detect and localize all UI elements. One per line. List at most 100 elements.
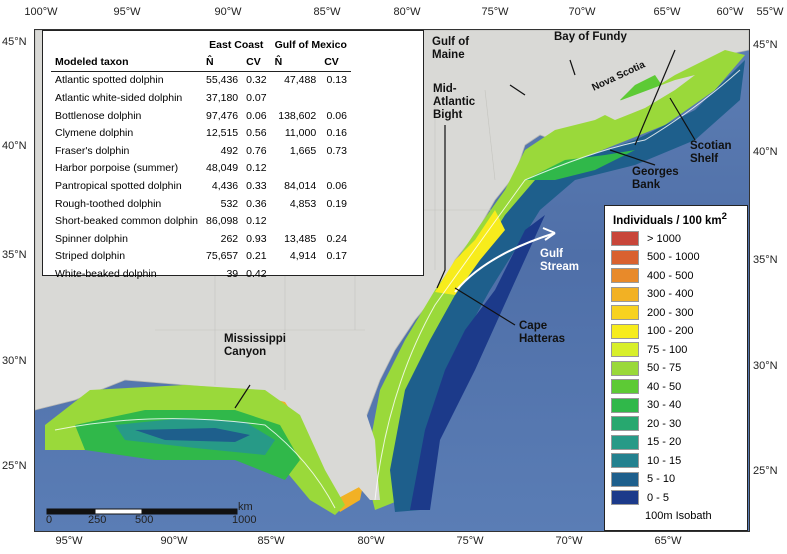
table-row: Striped dolphin 75,657 0.21 4,914 0.17 [51,248,351,266]
scale-tick: 1000 [232,514,257,526]
legend-label: 20 - 30 [647,417,682,430]
cell-taxon: Spinner dolphin [55,232,128,245]
cell-gm_cv: 0.24 [326,232,347,245]
legend-item: 500 - 1000 [611,249,700,265]
tick-bottom-6: 65°W [654,535,682,547]
cell-ec_n: 12,515 [206,127,239,140]
legend-item: 400 - 500 [611,268,693,283]
table-row: Harbor porpoise (summer) 48,049 0.12 [51,160,351,178]
label-gulf-stream: Gulf Stream [540,248,579,273]
legend-label: 0 - 5 [647,491,670,504]
header-gulf-of-mexico: Gulf of Mexico [274,39,347,51]
tick-left-4: 25°N [2,460,27,472]
cell-ec_n: 262 [220,232,239,245]
legend-swatch [611,286,639,302]
legend-item: 5 - 10 [611,471,675,487]
cell-taxon: Striped dolphin [55,250,126,263]
cell-ec_n: 492 [220,144,239,157]
tick-top-7: 65°W [653,6,681,18]
label-mid-atlantic-bight: Mid- Atlantic Bight [433,83,476,121]
cell-ec_n: 532 [220,197,239,210]
legend-item: 75 - 100 [611,342,687,357]
cell-gm_n: 138,602 [278,109,317,122]
tick-bottom-1: 90°W [160,535,188,547]
cell-ec_cv: 0.21 [246,250,267,263]
cell-ec_n: 48,049 [206,162,239,175]
cell-ec_n: 75,657 [206,250,239,263]
cell-gm_n [271,212,321,230]
label-mississippi-canyon: Mississippi Canyon [224,333,286,358]
legend-swatch [611,471,639,487]
tick-left-0: 45°N [2,36,27,48]
header-cv: CV [246,55,261,68]
legend-swatch [611,490,639,505]
legend-swatch [611,453,639,468]
legend-item: 100 - 200 [611,323,693,339]
label-bay-of-fundy: Bay of Fundy [554,31,627,43]
tick-top-6: 70°W [568,6,596,18]
cell-taxon: Bottlenose dolphin [55,109,142,122]
legend-swatch [611,397,639,413]
legend-label: 10 - 15 [647,454,682,467]
table-row: Rough-toothed dolphin 532 0.36 4,853 0.19 [51,195,351,213]
tick-left-1: 40°N [2,140,27,152]
legend-swatch [611,305,639,320]
table-row: Bottlenose dolphin 97,476 0.06 138,602 0.06 [51,107,351,125]
cell-ec_cv: 0.12 [246,215,267,228]
cell-ec_cv: 0.32 [246,74,267,87]
label-georges-bank: Georges Bank [632,166,679,191]
isobath-swatch [611,508,637,523]
tick-bottom-0: 95°W [55,535,83,547]
legend-item: 0 - 5 [611,490,669,505]
abundance-table: East Coast Gulf of Mexico Modeled taxon … [42,30,424,280]
cell-ec_n: 39 [226,267,239,280]
tick-top-3: 85°W [313,6,341,18]
legend-swatch [611,323,639,339]
table-row: Atlantic white-sided dolphin 37,180 0.07 [51,89,351,107]
cell-taxon: Harbor porpoise (summer) [55,162,179,175]
scale-tick: 250 [88,514,107,526]
cell-gm_cv: 0.73 [326,144,347,157]
legend-swatch [611,360,639,376]
header-cv: CV [324,55,339,68]
cell-gm_cv: 0.13 [326,74,347,87]
legend-swatch [611,231,639,246]
legend-item: 15 - 20 [611,434,681,450]
legend-swatch [611,379,639,394]
cell-gm_cv [320,212,351,230]
cell-gm_cv [320,89,351,107]
cell-ec_cv: 0.93 [246,232,267,245]
tick-right-2: 35°N [753,254,778,266]
cell-gm_n [271,265,321,283]
header-taxon: Modeled taxon [55,55,129,68]
tick-top-5: 75°W [481,6,509,18]
legend-label: 300 - 400 [647,288,694,300]
cell-ec_n: 86,098 [206,215,239,228]
tick-right-4: 25°N [753,465,778,477]
cell-gm_n: 11,000 [284,127,317,140]
header-n: N̂ [206,55,214,68]
legend-label: 200 - 300 [647,306,694,319]
tick-top-1: 95°W [113,6,141,18]
legend-item: 10 - 15 [611,453,681,468]
legend-swatch [611,416,639,431]
tick-bottom-4: 75°W [456,535,484,547]
cell-taxon: Rough-toothed dolphin [55,197,162,210]
legend-isobath: 100m Isobath [611,508,712,523]
header-east-coast: East Coast [209,39,264,51]
cell-ec_cv: 0.07 [246,91,267,104]
legend-swatch [611,249,639,265]
legend-item: 50 - 75 [611,360,681,376]
cell-gm_cv [320,160,351,178]
cell-taxon: White-beaked dolphin [55,267,157,280]
table-row: Fraser's dolphin 492 0.76 1,665 0.73 [51,142,351,160]
legend-label: 40 - 50 [647,380,682,393]
label-scotian-shelf: Scotian Shelf [690,140,732,165]
legend-item: 30 - 40 [611,397,681,413]
cell-gm_n: 47,488 [284,74,317,87]
tick-right-0: 45°N [753,39,778,51]
cell-taxon: Pantropical spotted dolphin [55,179,182,192]
header-n: N̂ [274,55,283,68]
scale-bar [46,508,238,515]
legend-item: 200 - 300 [611,305,693,320]
